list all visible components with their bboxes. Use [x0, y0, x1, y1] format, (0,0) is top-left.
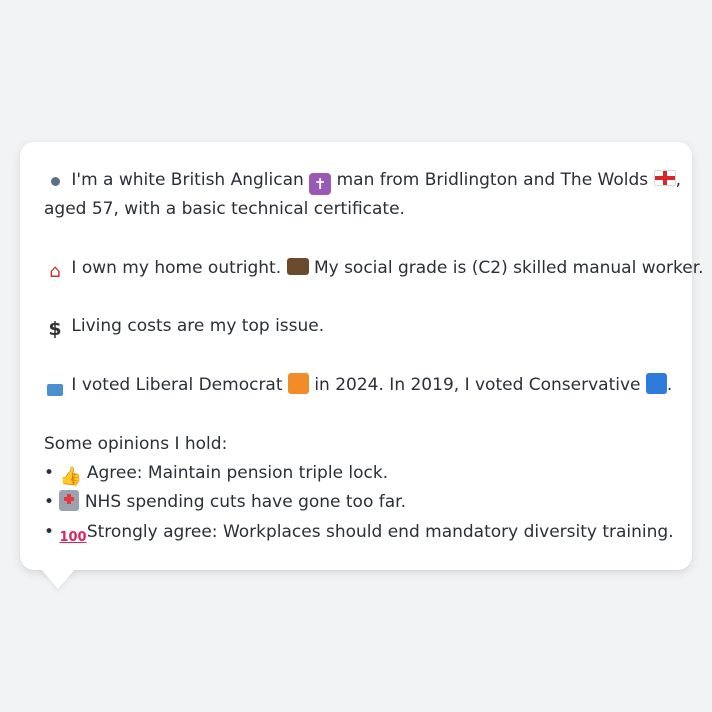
identity-text-a: I'm a white British Anglican [71, 170, 304, 190]
bubble-tail [40, 568, 76, 589]
opinion-text: NHS spending cuts have gone too far. [84, 492, 407, 513]
england-flag-icon [653, 170, 676, 186]
briefcase-icon [286, 257, 309, 275]
issue-paragraph: $ Living costs are my top issue. [44, 312, 672, 341]
vote-text-b: in 2024. In 2019, I voted Conservative [314, 375, 641, 396]
identity-paragraph: I'm a white British Anglican ✝ man from … [44, 166, 681, 225]
home-paragraph: ⌂ I own my home outright. My social grad… [44, 254, 704, 283]
opinions-heading: Some opinions I hold: [44, 433, 228, 454]
identity-text-b: man from Bridlington and The Wolds [336, 170, 649, 190]
grade-text: My social grade is (C2) skilled manual w… [313, 257, 704, 278]
bullet: • [44, 521, 55, 542]
orange-square-icon [287, 373, 309, 395]
home-line: ⌂ I own my home outright. My social grad… [44, 254, 704, 283]
home-text: I own my home outright. [71, 257, 282, 278]
opinion-item: • 👍 Agree: Maintain pension triple lock. [44, 459, 672, 488]
opinion-text: Strongly agree: Workplaces should end ma… [86, 521, 674, 542]
person-icon [44, 173, 66, 195]
vote-line: I voted Liberal Democrat in 2024. In 201… [44, 371, 672, 400]
issue-line: $ Living costs are my top issue. [44, 312, 672, 341]
opinion-item: • 100 Strongly agree: Workplaces should … [44, 518, 674, 549]
persona-message-bubble: I'm a white British Anglican ✝ man from … [20, 142, 704, 570]
latin-cross-icon: ✝ [309, 173, 332, 195]
ballot-box-icon [44, 378, 66, 400]
house-icon: ⌂ [49, 260, 61, 282]
blue-square-icon [645, 373, 667, 395]
bullet: • [44, 492, 55, 513]
thumbs-up-icon: 👍 [59, 465, 82, 487]
identity-line-1: I'm a white British Anglican ✝ man from … [44, 166, 681, 195]
hospital-icon [59, 490, 80, 512]
opinions-paragraph: Some opinions I hold: • 👍 Agree: Maintai… [44, 430, 674, 549]
issue-text: Living costs are my top issue. [71, 316, 325, 337]
vote-text-c: . [666, 375, 673, 396]
identity-line-2: aged 57, with a basic technical certific… [44, 199, 405, 220]
hundred-points-icon: 100 [59, 529, 87, 545]
opinion-item: • NHS spending cuts have gone too far. [44, 488, 672, 517]
identity-text-c: , [675, 170, 681, 190]
opinion-text: Agree: Maintain pension triple lock. [86, 462, 389, 483]
dollar-sign-icon: $ [48, 318, 62, 341]
bullet: • [44, 462, 55, 483]
vote-paragraph: I voted Liberal Democrat in 2024. In 201… [44, 371, 672, 400]
vote-text-a: I voted Liberal Democrat [71, 375, 283, 396]
